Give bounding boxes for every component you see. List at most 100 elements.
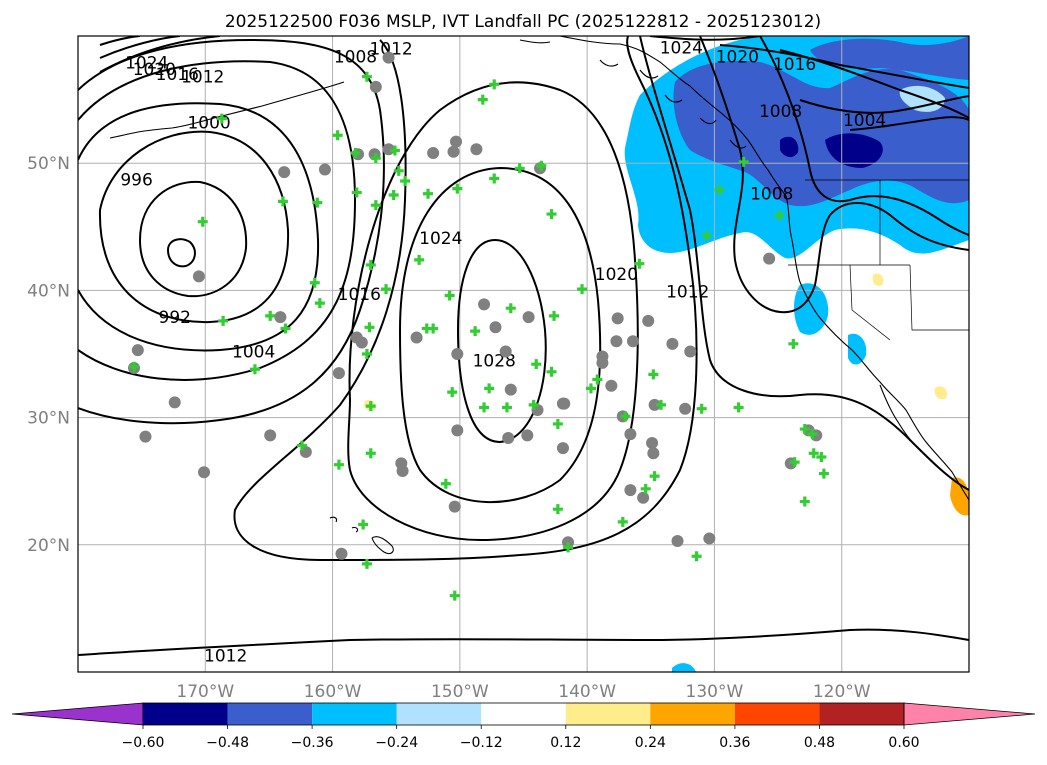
ivt-shade-dark-blue-2 bbox=[780, 136, 799, 158]
landfall-marker-dot bbox=[192, 270, 205, 283]
contour-label: 1024 bbox=[660, 38, 703, 58]
landfall-marker-plus bbox=[563, 542, 574, 553]
landfall-marker-plus bbox=[714, 184, 725, 195]
landfall-marker-plus bbox=[400, 176, 411, 187]
landfall-marker-plus bbox=[617, 516, 628, 527]
colorbar-segment bbox=[312, 703, 397, 725]
landfall-marker-dot bbox=[274, 311, 287, 324]
contour-label: 996 bbox=[120, 171, 152, 191]
landfall-marker-dot bbox=[637, 491, 650, 504]
landfall-marker-dot bbox=[642, 314, 655, 327]
ivt-shade-pale-blue bbox=[899, 85, 945, 112]
map-frame bbox=[77, 35, 970, 673]
contour-low-992 bbox=[166, 238, 196, 268]
landfall-marker-plus bbox=[314, 298, 325, 309]
landfall-marker-dot bbox=[648, 398, 661, 411]
lon-tick-label: 150°W bbox=[431, 682, 489, 702]
landfall-marker-dot bbox=[684, 345, 697, 358]
contour-high-1024 bbox=[398, 166, 602, 503]
ivt-shade-light-blue-coast bbox=[794, 283, 829, 335]
landfall-marker-plus bbox=[701, 230, 712, 241]
landfall-marker-dot bbox=[478, 298, 491, 311]
contour-low-996 bbox=[138, 180, 248, 298]
landfall-marker-plus bbox=[696, 403, 707, 414]
landfall-marker-plus bbox=[479, 402, 490, 413]
ivt-shading bbox=[364, 36, 969, 672]
landfall-marker-dot bbox=[624, 484, 637, 497]
landfall-marker-plus bbox=[808, 448, 819, 459]
landfall-marker-plus bbox=[350, 148, 361, 159]
lon-tick-label: 120°W bbox=[813, 682, 871, 702]
landfall-marker-plus bbox=[361, 349, 372, 359]
coastline-alaska bbox=[559, 36, 793, 241]
colorbar-segment bbox=[565, 703, 651, 725]
colorbar-tick-label: 0.60 bbox=[888, 735, 919, 751]
landfall-marker-plus bbox=[514, 163, 525, 174]
landfall-marker-plus bbox=[501, 402, 512, 413]
landfall-marker-plus bbox=[799, 496, 810, 507]
contour-1008-west bbox=[78, 60, 357, 381]
lat-tick-label: 40°N bbox=[27, 281, 70, 301]
landfall-marker-dot bbox=[470, 143, 483, 156]
contour-label: 1016 bbox=[773, 55, 816, 75]
ivt-shade-dark-blue bbox=[825, 133, 883, 168]
colorbar-frame bbox=[142, 702, 905, 726]
landfall-marker-dot bbox=[610, 335, 623, 348]
landfall-marker-dot bbox=[703, 532, 716, 545]
landfall-marker-plus bbox=[280, 323, 291, 334]
landfall-marker-plus bbox=[738, 156, 749, 167]
landfall-marker-dot bbox=[396, 465, 409, 478]
landfall-marker-plus bbox=[528, 399, 539, 410]
contour-label: 1016 bbox=[156, 65, 199, 85]
contour-high-1028 bbox=[456, 238, 547, 444]
colorbar-segment bbox=[396, 703, 482, 725]
landfall-marker-plus bbox=[332, 130, 343, 141]
mslp-contours bbox=[78, 36, 969, 656]
contour-label: 1000 bbox=[187, 113, 230, 133]
contour-label: 1024 bbox=[419, 229, 462, 249]
landfall-marker-dot bbox=[168, 396, 181, 409]
lat-tick-label: 30°N bbox=[27, 409, 70, 429]
ivt-shade-yellow-2 bbox=[934, 386, 948, 400]
landfall-marker-dot bbox=[605, 379, 618, 392]
landfall-marker-dot bbox=[451, 348, 464, 360]
latitude-tick-labels: 20°N 30°N 40°N 50°N bbox=[27, 154, 70, 556]
landfall-marker-plus bbox=[365, 259, 376, 270]
contour-1020-east bbox=[719, 44, 969, 89]
landfall-marker-plus bbox=[620, 411, 631, 422]
landfall-marker-dot bbox=[522, 311, 535, 324]
contour-1012-east bbox=[78, 628, 969, 656]
landfall-marker-plus bbox=[774, 210, 785, 221]
landfall-marker-plus bbox=[361, 558, 372, 569]
contour-label: 1012 bbox=[181, 68, 224, 88]
landfall-marker-plus bbox=[489, 173, 500, 184]
landfall-marker-dot bbox=[647, 447, 660, 460]
landfall-marker-plus bbox=[129, 361, 140, 372]
landfall-marker-plus bbox=[414, 254, 425, 265]
landfall-marker-plus bbox=[531, 359, 542, 370]
landfall-marker-dot bbox=[556, 442, 569, 455]
landfall-marker-plus bbox=[816, 452, 827, 463]
landfall-marker-plus bbox=[444, 290, 455, 301]
landfall-marker-plus bbox=[309, 277, 320, 288]
landfall-marker-plus bbox=[393, 165, 404, 176]
contour-label: 1008 bbox=[759, 102, 802, 122]
lat-tick-label: 20°N bbox=[27, 536, 70, 556]
coastline-gulf-alaska-islands bbox=[519, 39, 747, 149]
landfall-marker-plus bbox=[552, 418, 563, 429]
colorbar-tick-label: −0.24 bbox=[375, 735, 418, 751]
map-panel[interactable]: 1024102010161012100810121000996992100410… bbox=[78, 36, 969, 672]
contour-low-1004 bbox=[78, 102, 320, 352]
landfall-marker-plus bbox=[649, 471, 660, 482]
contour-1004-east bbox=[759, 36, 969, 236]
contour-1008-ne bbox=[799, 95, 969, 114]
landfall-marker-plus bbox=[265, 310, 276, 321]
landfall-markers bbox=[128, 51, 829, 601]
landfall-marker-plus bbox=[477, 94, 488, 105]
landfall-marker-dot bbox=[382, 51, 395, 64]
landfall-marker-dot bbox=[447, 145, 460, 158]
contour-label: 1004 bbox=[232, 342, 275, 362]
contour-1004-ne bbox=[849, 116, 969, 131]
colorbar-tick-label: 0.48 bbox=[804, 735, 835, 751]
landfall-marker-dot bbox=[499, 345, 512, 358]
